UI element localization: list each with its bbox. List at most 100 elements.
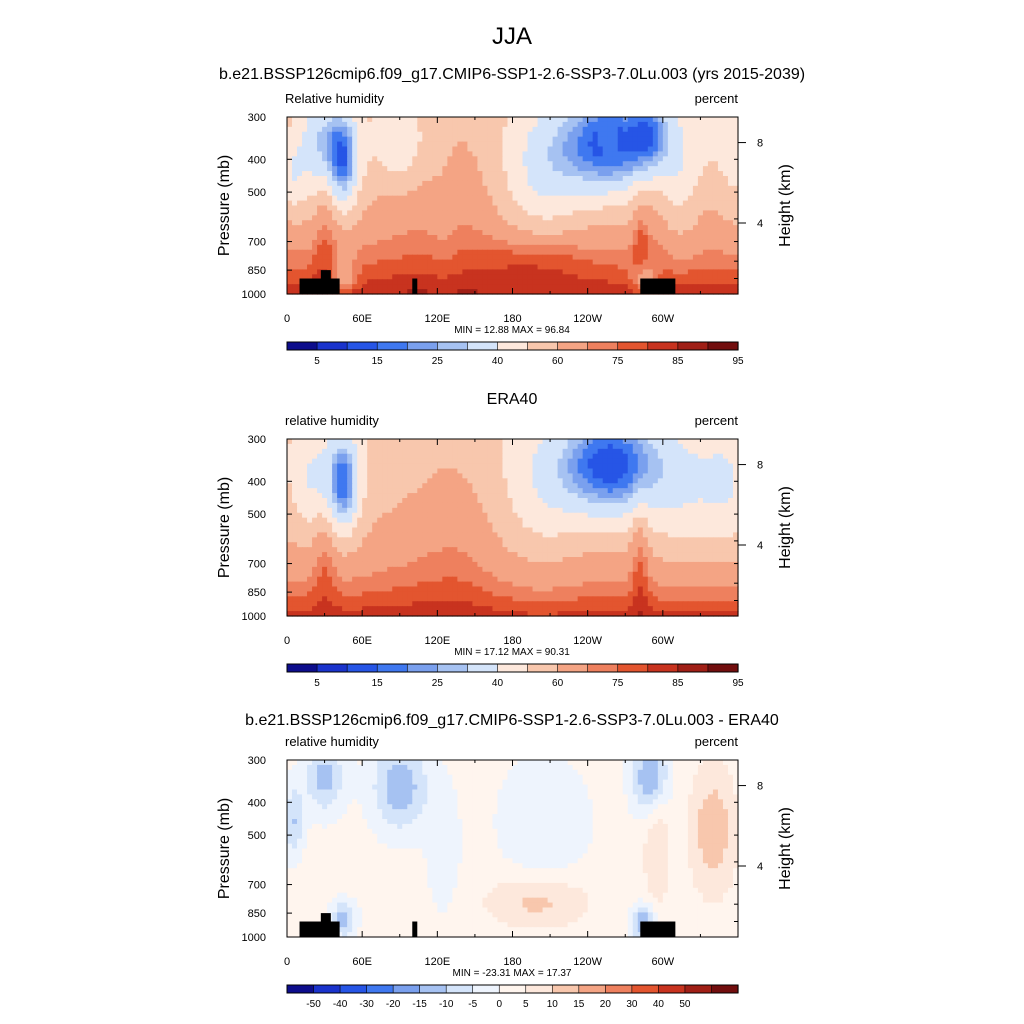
- heatmap-cell: [627, 269, 634, 275]
- heatmap-cell: [307, 527, 313, 534]
- heatmap-cell: [462, 235, 468, 241]
- heatmap-cell: [467, 458, 474, 465]
- heatmap-cell: [427, 274, 433, 280]
- heatmap-cell: [347, 453, 353, 460]
- heatmap-cell: [472, 161, 479, 167]
- heatmap-cell: [467, 473, 474, 479]
- heatmap-cell: [702, 161, 709, 167]
- heatmap-cell: [362, 443, 368, 450]
- heatmap-cell: [337, 136, 343, 143]
- heatmap-cell: [297, 131, 303, 138]
- heatmap-cell: [717, 225, 724, 231]
- heatmap-cell: [682, 453, 689, 460]
- heatmap-cell: [652, 512, 659, 519]
- heatmap-cell: [502, 220, 509, 226]
- heatmap-cell: [377, 443, 383, 450]
- heatmap-cell: [437, 210, 443, 216]
- heatmap-cell: [402, 166, 408, 172]
- heatmap-cell: [607, 220, 614, 226]
- heatmap-cell: [672, 244, 679, 251]
- heatmap-cell: [692, 220, 699, 226]
- heatmap-cell: [312, 264, 318, 271]
- heatmap-cell: [427, 126, 433, 133]
- heatmap-cell: [427, 249, 433, 256]
- heatmap-cell: [677, 161, 684, 167]
- heatmap-cell: [347, 443, 353, 450]
- heatmap-cell: [712, 448, 719, 455]
- heatmap-cell: [342, 439, 348, 445]
- heatmap-cell: [522, 239, 529, 246]
- heatmap-cell: [327, 190, 333, 197]
- heatmap-cell: [322, 239, 328, 246]
- heatmap-cell: [582, 185, 589, 192]
- heatmap-cell: [327, 493, 333, 499]
- heatmap-cell: [457, 284, 463, 290]
- heatmap-cell: [612, 483, 619, 489]
- heatmap-cell: [722, 517, 729, 524]
- heatmap-cell: [302, 502, 308, 509]
- heatmap-cell: [497, 215, 504, 221]
- heatmap-cell: [597, 156, 604, 162]
- heatmap-cell: [667, 121, 674, 128]
- heatmap-cell: [462, 244, 468, 251]
- heatmap-cell: [732, 136, 739, 143]
- heatmap-cell: [597, 478, 604, 484]
- heatmap-cell: [382, 289, 388, 295]
- heatmap-cell: [457, 443, 463, 450]
- heatmap-cell: [397, 517, 403, 524]
- heatmap-cell: [652, 141, 659, 148]
- heatmap-cell: [687, 136, 694, 143]
- heatmap-cell: [732, 468, 739, 475]
- heatmap-cell: [632, 507, 639, 514]
- heatmap-cell: [367, 453, 373, 460]
- heatmap-cell: [502, 468, 509, 475]
- heatmap-cell: [287, 171, 293, 177]
- heatmap-cell: [592, 121, 599, 128]
- heatmap-cell: [287, 507, 293, 514]
- heatmap-cell: [322, 195, 328, 202]
- heatmap-cell: [357, 131, 363, 138]
- heatmap-cell: [727, 200, 734, 207]
- heatmap-cell: [482, 502, 489, 509]
- heatmap-cell: [317, 180, 323, 187]
- heatmap-cell: [727, 161, 734, 167]
- heatmap-cell: [682, 478, 689, 484]
- heatmap-cell: [662, 230, 669, 236]
- heatmap-cell: [567, 478, 574, 484]
- heatmap-cell: [652, 235, 659, 241]
- heatmap-cell: [602, 264, 609, 271]
- heatmap-cell: [407, 448, 413, 455]
- heatmap-cell: [697, 274, 704, 280]
- heatmap-cell: [702, 448, 709, 455]
- heatmap-cell: [507, 121, 514, 128]
- heatmap-cell: [627, 215, 634, 221]
- heatmap-cell: [652, 185, 659, 192]
- heatmap-cell: [527, 458, 534, 465]
- heatmap-cell: [647, 180, 654, 187]
- heatmap-cell: [397, 131, 403, 138]
- heatmap-cell: [627, 117, 634, 123]
- heatmap-cell: [362, 522, 368, 529]
- heatmap-cell: [667, 448, 674, 455]
- heatmap-cell: [657, 220, 664, 226]
- heatmap-cell: [457, 190, 463, 197]
- heatmap-cell: [457, 517, 463, 524]
- heatmap-cell: [582, 507, 589, 514]
- heatmap-cell: [707, 269, 714, 275]
- heatmap-cell: [327, 210, 333, 216]
- heatmap-cell: [452, 126, 458, 133]
- heatmap-cell: [677, 225, 684, 231]
- heatmap-cell: [287, 274, 293, 280]
- heatmap-cell: [297, 498, 303, 504]
- heatmap-cell: [497, 136, 504, 143]
- heatmap-cell: [732, 146, 739, 153]
- heatmap-cell: [512, 439, 519, 445]
- heatmap-cell: [502, 502, 509, 509]
- heatmap-cell: [437, 220, 443, 226]
- heatmap-cell: [362, 230, 368, 236]
- heatmap-cell: [677, 235, 684, 241]
- heatmap-cell: [692, 230, 699, 236]
- heatmap-cell: [702, 249, 709, 256]
- heatmap-cell: [417, 117, 423, 123]
- heatmap-cell: [622, 453, 629, 460]
